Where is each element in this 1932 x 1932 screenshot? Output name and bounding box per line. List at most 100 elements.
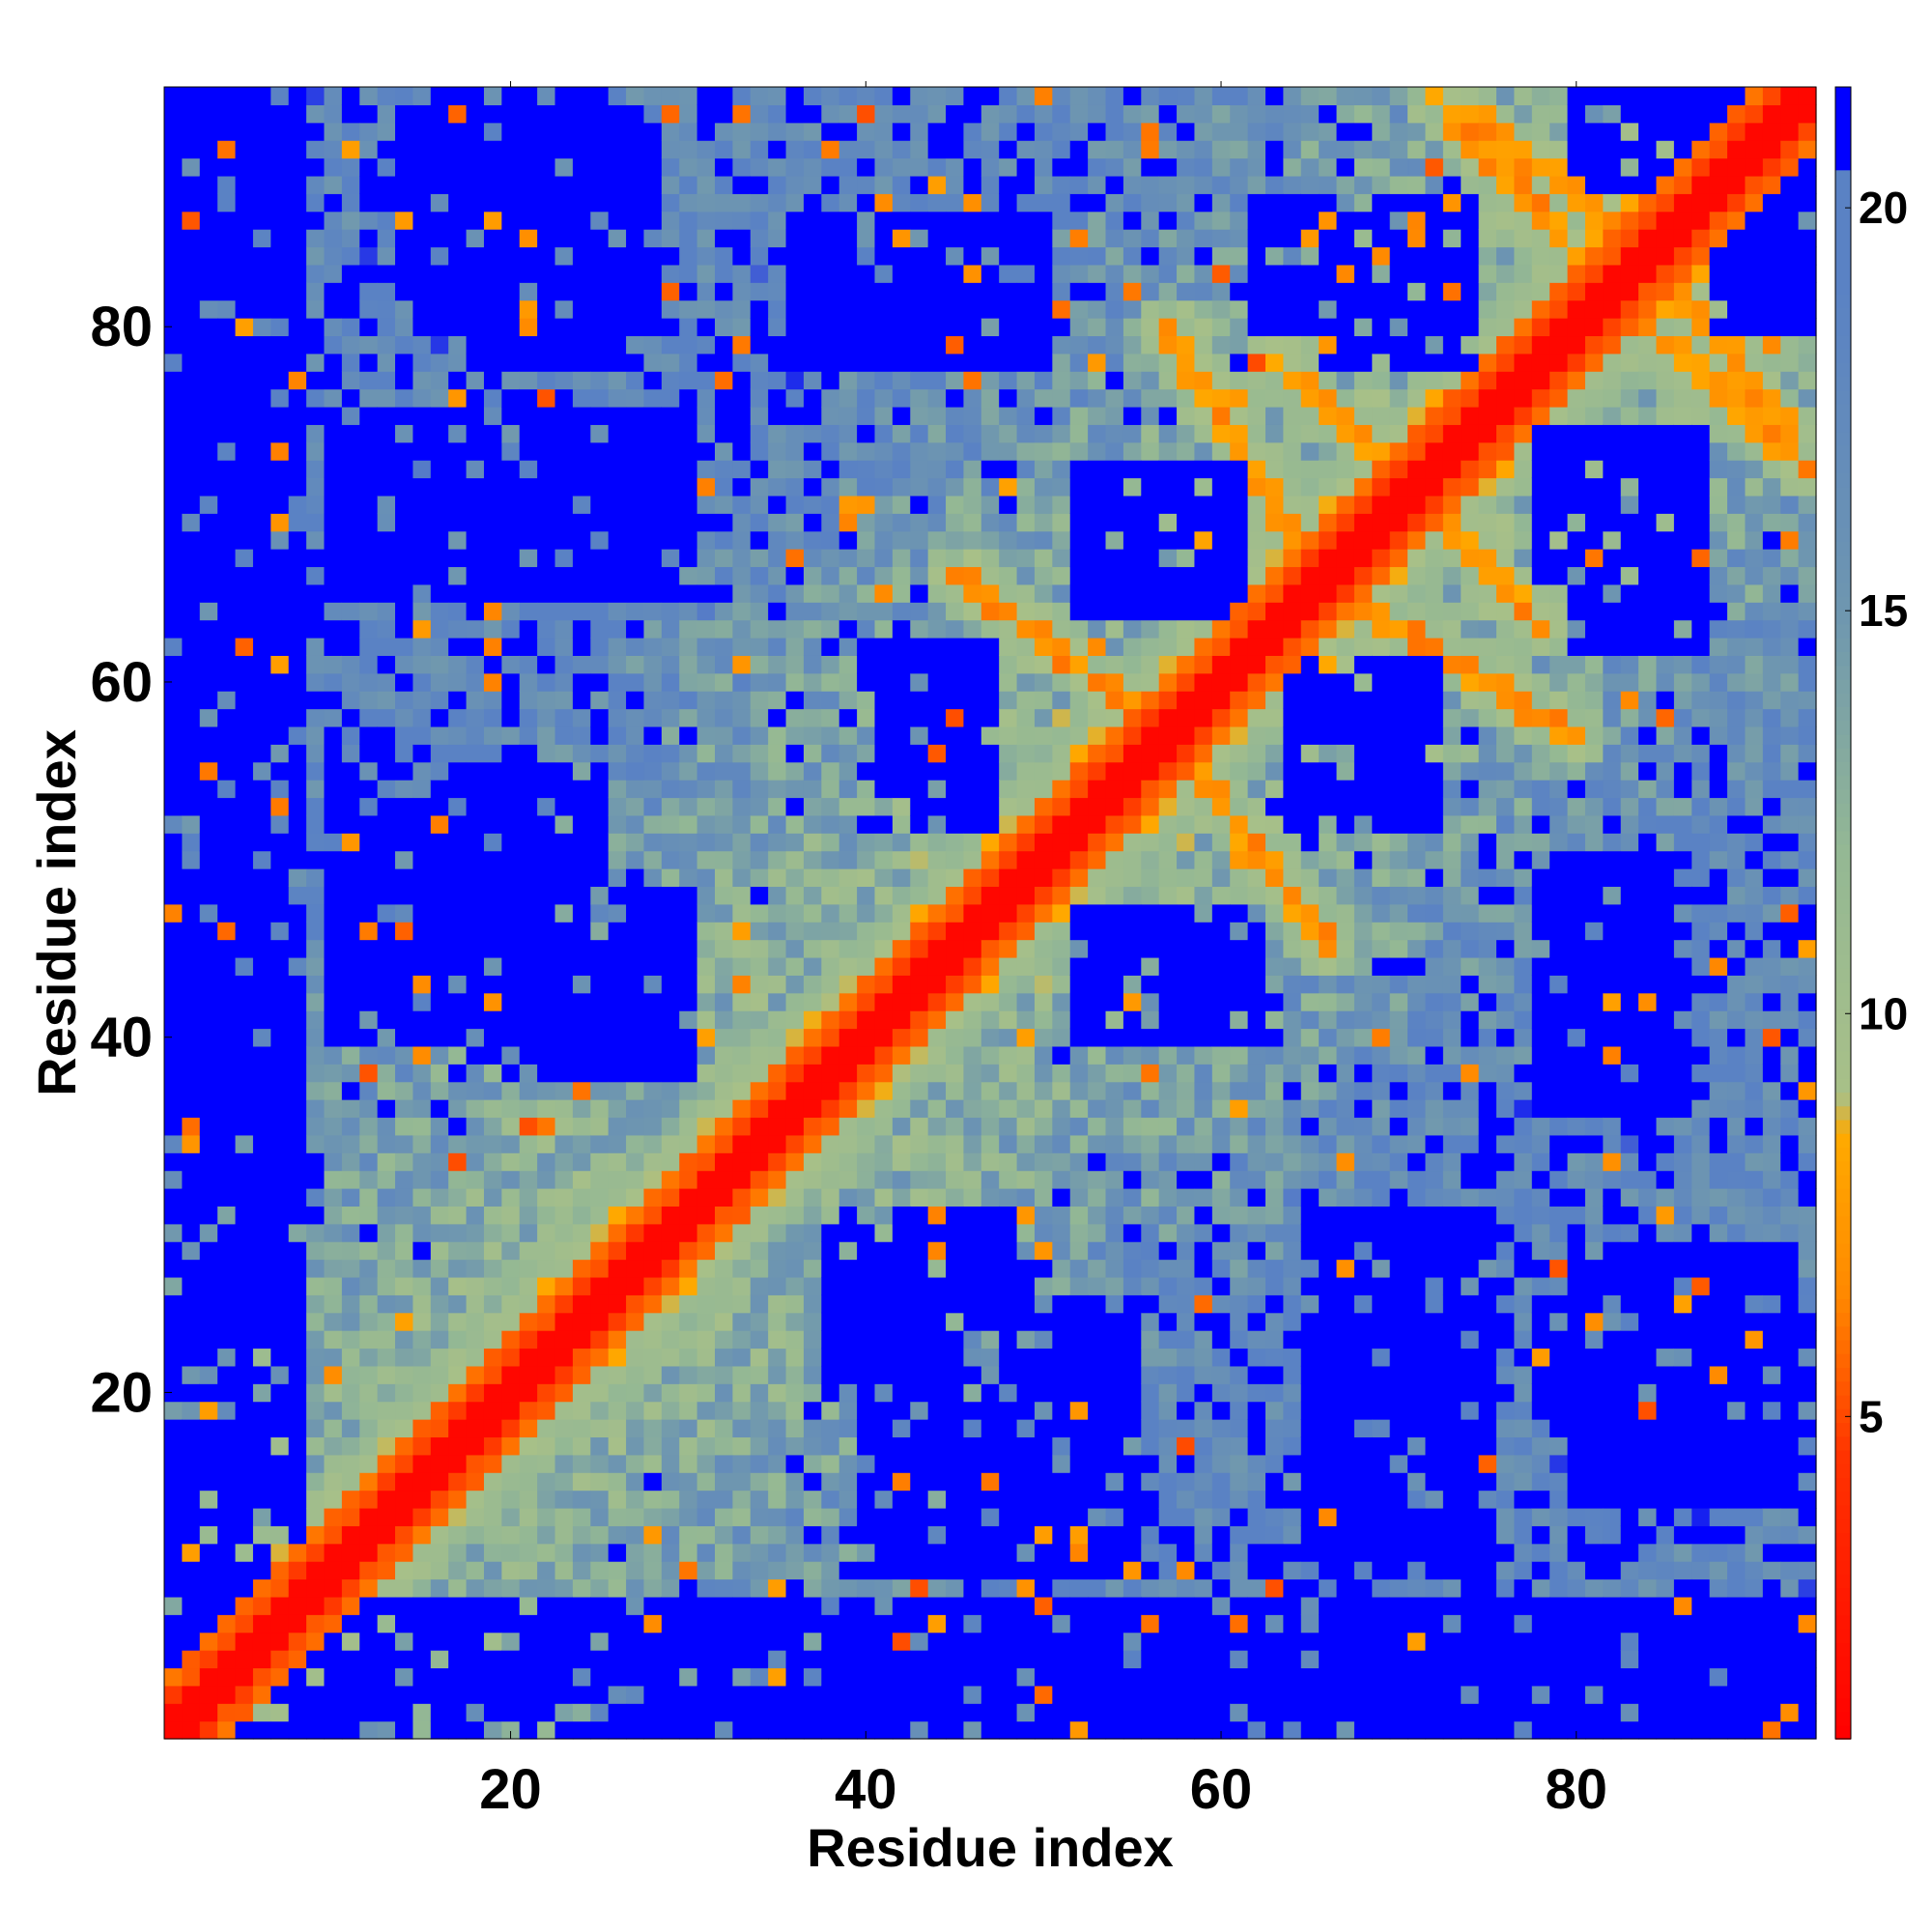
heatmap-cell <box>199 886 218 905</box>
heatmap-cell <box>927 1401 947 1420</box>
heatmap-cell <box>1069 211 1089 230</box>
heatmap-cell <box>963 175 982 194</box>
heatmap-cell <box>999 282 1018 301</box>
heatmap-cell <box>590 193 610 213</box>
heatmap-cell <box>430 1312 449 1331</box>
heatmap-cell <box>252 140 271 159</box>
heatmap-cell <box>590 530 610 550</box>
heatmap-cell <box>874 1507 894 1526</box>
heatmap-cell <box>235 246 254 266</box>
heatmap-cell <box>235 1064 254 1083</box>
heatmap-cell <box>821 619 840 639</box>
heatmap-cell <box>448 441 468 461</box>
heatmap-cell <box>874 282 894 301</box>
heatmap-cell <box>715 477 733 497</box>
heatmap-cell <box>963 1170 982 1189</box>
heatmap-cell <box>182 725 201 745</box>
heatmap-cell <box>1105 1490 1124 1509</box>
heatmap-cell <box>874 975 894 994</box>
heatmap-cell <box>288 886 307 905</box>
heatmap-cell <box>324 1134 343 1153</box>
heatmap-cell <box>537 495 556 514</box>
heatmap-cell <box>519 157 538 177</box>
heatmap-cell <box>999 1614 1018 1634</box>
heatmap-cell <box>252 1081 271 1100</box>
heatmap-cell <box>252 1117 271 1136</box>
heatmap-cell <box>590 1188 610 1207</box>
heatmap-cell <box>412 761 432 781</box>
heatmap-cell <box>768 1152 787 1172</box>
heatmap-cell <box>324 122 343 141</box>
heatmap-cell <box>412 1117 432 1136</box>
heatmap-cell <box>359 814 379 834</box>
heatmap-cell <box>501 406 521 425</box>
heatmap-cell <box>483 140 502 159</box>
heatmap-cell <box>199 814 218 834</box>
heatmap-cell <box>466 956 485 976</box>
heatmap-cell <box>679 1259 698 1278</box>
heatmap-cell <box>1088 868 1107 888</box>
heatmap-cell <box>874 1703 894 1722</box>
heatmap-cell <box>182 922 201 941</box>
heatmap-cell <box>857 1276 876 1295</box>
heatmap-cell <box>626 318 645 337</box>
heatmap-cell <box>1052 1632 1071 1651</box>
heatmap-cell <box>252 1419 271 1438</box>
heatmap-cell <box>1016 1010 1036 1030</box>
heatmap-cell <box>590 1152 610 1172</box>
heatmap-cell <box>696 992 716 1011</box>
heatmap-cell <box>572 406 591 425</box>
heatmap-cell <box>288 956 307 976</box>
heatmap-cell <box>537 371 556 390</box>
heatmap-cell <box>395 282 414 301</box>
heatmap-cell <box>892 903 911 923</box>
heatmap-cell <box>1105 1170 1124 1189</box>
heatmap-cell <box>927 797 947 816</box>
heatmap-cell <box>608 1703 627 1722</box>
heatmap-cell <box>164 1134 183 1153</box>
heatmap-cell <box>768 122 787 141</box>
heatmap-cell <box>910 992 929 1011</box>
heatmap-cell <box>821 1401 840 1420</box>
heatmap-cell <box>679 1561 698 1580</box>
heatmap-cell <box>892 1543 911 1562</box>
heatmap-cell <box>821 211 840 230</box>
heatmap-cell <box>910 1241 929 1261</box>
heatmap-cell <box>288 264 307 283</box>
heatmap-cell <box>661 1472 680 1492</box>
heatmap-cell <box>608 761 627 781</box>
heatmap-cell <box>430 1099 449 1119</box>
heatmap-cell <box>768 619 787 639</box>
heatmap-cell <box>590 424 610 443</box>
heatmap-cell <box>519 211 538 230</box>
heatmap-cell <box>608 264 627 283</box>
heatmap-cell <box>341 797 360 816</box>
heatmap-cell <box>679 1241 698 1261</box>
heatmap-cell <box>483 1578 502 1598</box>
heatmap-cell <box>643 566 663 585</box>
heatmap-cell <box>768 460 787 479</box>
heatmap-cell <box>288 922 307 941</box>
heatmap-cell <box>412 1099 432 1119</box>
heatmap-cell <box>466 1454 485 1473</box>
heatmap-cell <box>661 1720 680 1740</box>
heatmap-cell <box>1069 992 1089 1011</box>
heatmap-cell <box>199 1685 218 1704</box>
heatmap-cell <box>483 530 502 550</box>
heatmap-cell <box>1069 371 1089 390</box>
heatmap-cell <box>572 1720 591 1740</box>
heatmap-cell <box>359 1099 379 1119</box>
heatmap-cell <box>661 1383 680 1403</box>
heatmap-cell <box>821 583 840 603</box>
heatmap-cell <box>306 1241 326 1261</box>
heatmap-cell <box>1069 264 1089 283</box>
heatmap-cell <box>306 1099 326 1119</box>
heatmap-cell <box>483 157 502 177</box>
heatmap-cell <box>341 1045 360 1065</box>
heatmap-cell <box>235 744 254 763</box>
heatmap-cell <box>1016 1312 1036 1331</box>
heatmap-cell <box>395 1632 414 1651</box>
heatmap-cell <box>732 1561 752 1580</box>
heatmap-cell <box>838 193 858 213</box>
heatmap-cell <box>1105 1436 1124 1456</box>
